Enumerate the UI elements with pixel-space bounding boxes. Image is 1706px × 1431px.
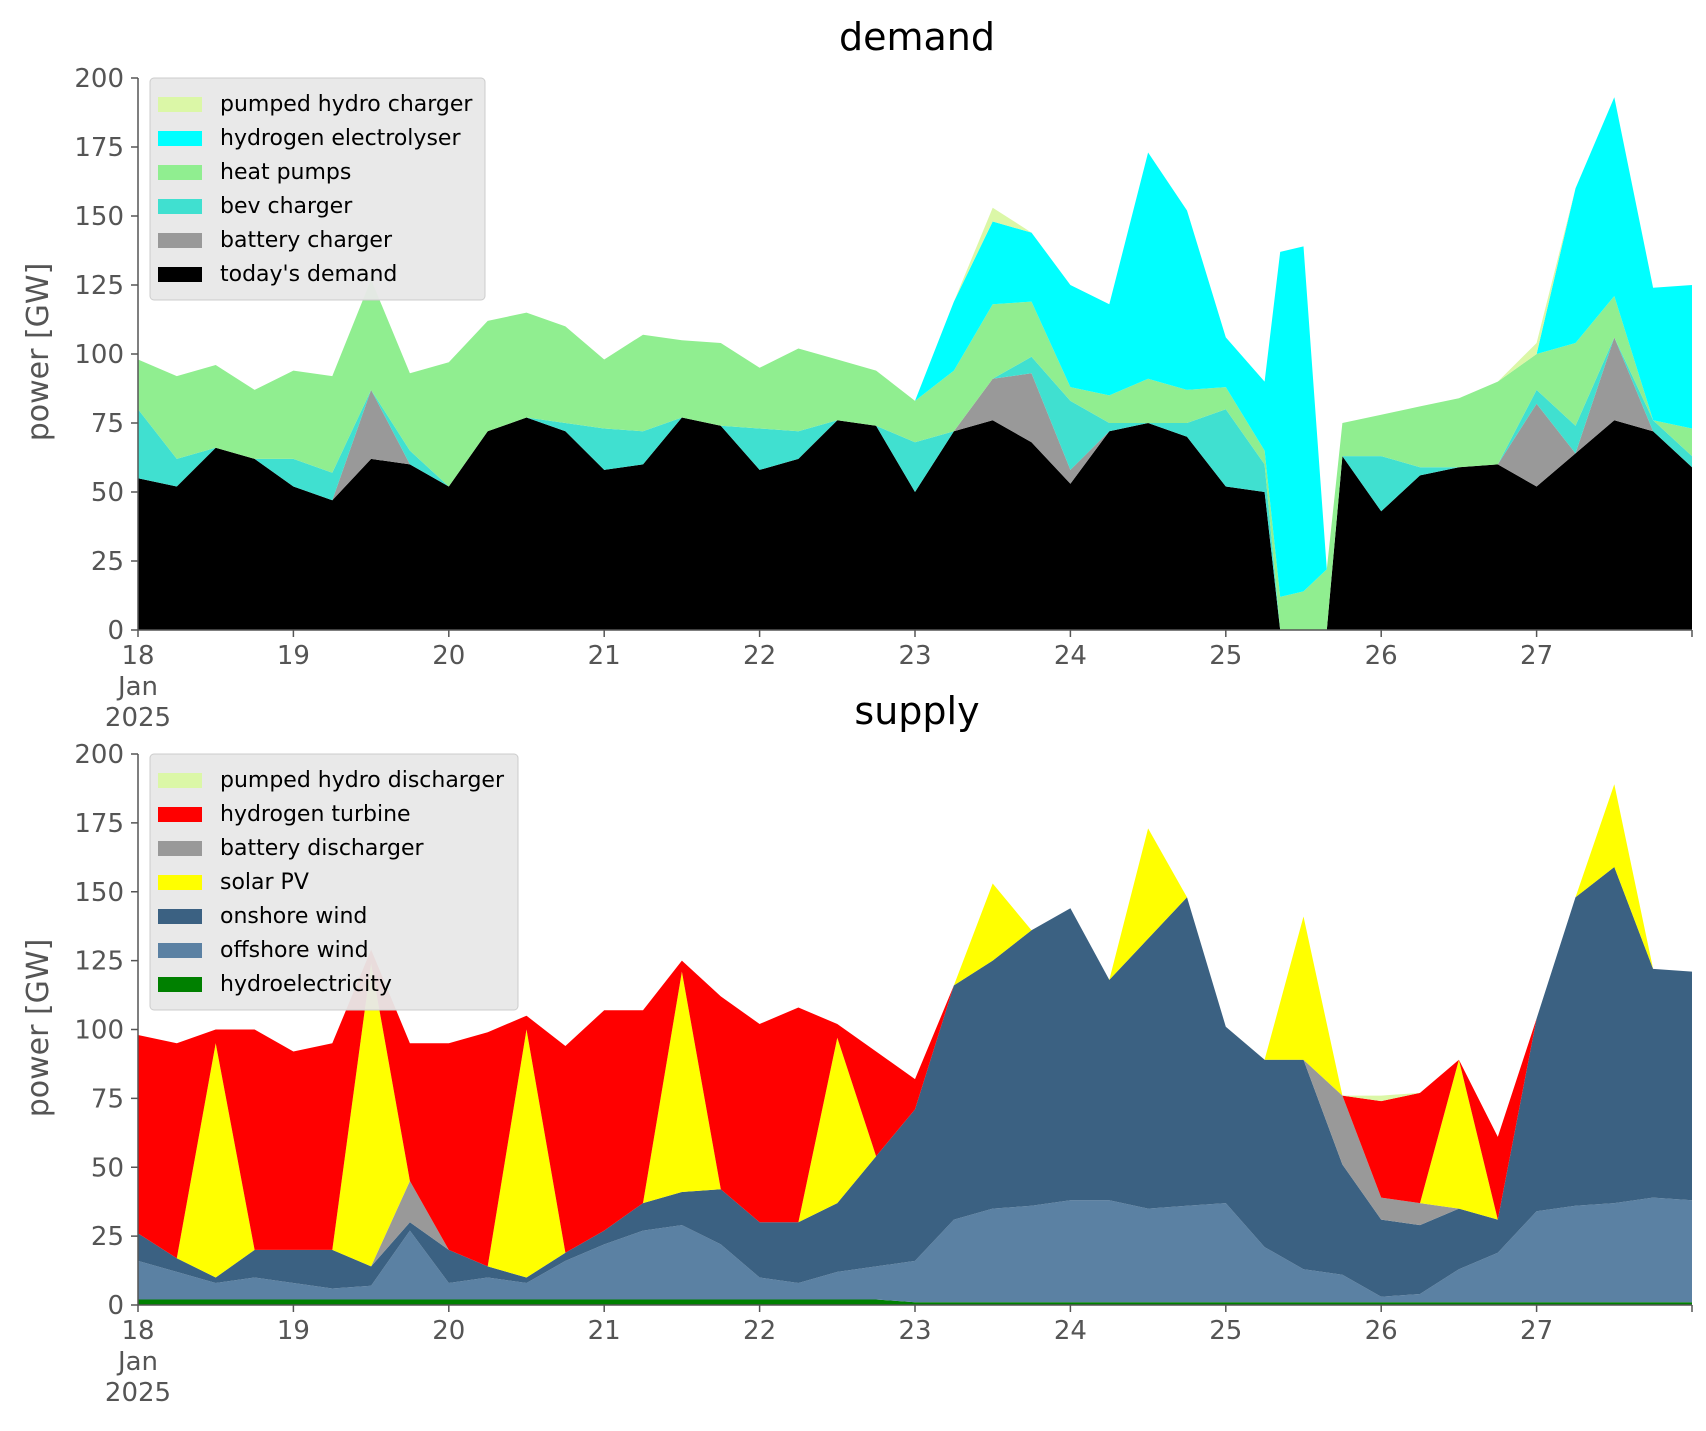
y-tick-label: 175 bbox=[74, 809, 124, 839]
x-tick-label: 24 bbox=[1054, 641, 1087, 671]
legend-swatch bbox=[158, 267, 202, 282]
legend-label: hydrogen electrolyser bbox=[220, 126, 461, 151]
y-tick-label: 100 bbox=[74, 1016, 124, 1046]
legend-swatch bbox=[158, 199, 202, 214]
x-tick-label: 21 bbox=[588, 1316, 621, 1346]
legend-swatch bbox=[158, 97, 202, 112]
legend-swatch bbox=[158, 165, 202, 180]
area-solar-pv bbox=[138, 784, 1692, 1278]
x-tick-label: 19 bbox=[277, 1316, 310, 1346]
y-tick-label: 75 bbox=[91, 409, 124, 439]
x-tick-label: 24 bbox=[1054, 1316, 1087, 1346]
legend-label: battery discharger bbox=[220, 836, 425, 861]
legend-swatch bbox=[158, 841, 202, 856]
area-today-s-demand bbox=[138, 417, 1692, 630]
x-tick-label: 23 bbox=[898, 641, 931, 671]
legend: pumped hydro charger hydrogen electrolyse… bbox=[149, 77, 486, 301]
y-tick-label: 50 bbox=[91, 1153, 124, 1183]
legend-label: hydrogen turbine bbox=[220, 802, 411, 827]
x-tick-label: Jan bbox=[116, 1347, 158, 1377]
y-axis-label: power [GW] bbox=[21, 263, 56, 442]
legend-swatch bbox=[158, 233, 202, 248]
y-tick-label: 125 bbox=[74, 271, 124, 301]
chart-title: supply bbox=[854, 689, 979, 733]
x-tick-label: 18 bbox=[121, 641, 154, 671]
x-tick-label: 20 bbox=[432, 1316, 465, 1346]
legend-box bbox=[149, 77, 486, 301]
x-tick-label: 26 bbox=[1365, 1316, 1398, 1346]
y-tick-label: 25 bbox=[91, 547, 124, 577]
x-tick-label: 21 bbox=[588, 641, 621, 671]
x-tick-label: Jan bbox=[116, 672, 158, 702]
y-tick-label: 200 bbox=[74, 740, 124, 770]
legend-label: hydroelectricity bbox=[220, 972, 392, 997]
legend: pumped hydro discharger hydrogen turbine b… bbox=[149, 753, 519, 1011]
x-tick-label: 20 bbox=[432, 641, 465, 671]
legend-label: battery charger bbox=[220, 228, 393, 253]
legend-label: offshore wind bbox=[220, 938, 369, 963]
x-tick-label: 27 bbox=[1520, 1316, 1553, 1346]
legend-label: heat pumps bbox=[220, 160, 351, 185]
y-tick-label: 175 bbox=[74, 133, 124, 163]
y-tick-label: 50 bbox=[91, 478, 124, 508]
legend-label: pumped hydro charger bbox=[220, 92, 473, 117]
legend-box bbox=[149, 753, 519, 1011]
x-tick-label: 22 bbox=[743, 1316, 776, 1346]
x-tick-label: 27 bbox=[1520, 641, 1553, 671]
legend-label: today's demand bbox=[220, 262, 397, 287]
area-layers bbox=[138, 97, 1692, 630]
x-tick-label: 2025 bbox=[105, 1378, 171, 1408]
area-bev-charger bbox=[138, 337, 1692, 630]
area-heat-pumps bbox=[138, 279, 1692, 630]
legend-swatch bbox=[158, 909, 202, 924]
y-tick-label: 200 bbox=[74, 64, 124, 94]
demand-chart: demand power [GW] 0 25 50 75 100 125 150 175 200… bbox=[21, 15, 1693, 733]
legend-swatch bbox=[158, 807, 202, 822]
area-layers bbox=[138, 784, 1692, 1305]
legend-label: pumped hydro discharger bbox=[220, 768, 505, 793]
legend-swatch bbox=[158, 943, 202, 958]
x-tick-label: 25 bbox=[1209, 1316, 1242, 1346]
area-onshore-wind bbox=[138, 867, 1692, 1297]
area-offshore-wind bbox=[138, 1197, 1692, 1303]
area-hydroelectricity bbox=[138, 1299, 1692, 1305]
y-tick-label: 125 bbox=[74, 947, 124, 977]
x-tick-label: 25 bbox=[1209, 641, 1242, 671]
x-tick-label: 2025 bbox=[105, 703, 171, 733]
y-tick-label: 25 bbox=[91, 1222, 124, 1252]
legend-swatch bbox=[158, 875, 202, 890]
y-tick-label: 0 bbox=[107, 616, 124, 646]
x-tick-label: 26 bbox=[1365, 641, 1398, 671]
legend-label: bev charger bbox=[220, 194, 353, 219]
y-tick-label: 150 bbox=[74, 202, 124, 232]
y-tick-label: 0 bbox=[107, 1291, 124, 1321]
legend-label: onshore wind bbox=[220, 904, 367, 929]
area-hydrogen-turbine bbox=[138, 784, 1692, 1267]
chart-title: demand bbox=[839, 15, 995, 59]
y-tick-label: 75 bbox=[91, 1084, 124, 1114]
legend-swatch bbox=[158, 977, 202, 992]
x-tick-label: 19 bbox=[277, 641, 310, 671]
y-axis-label: power [GW] bbox=[21, 939, 56, 1118]
legend-label: solar PV bbox=[220, 870, 309, 895]
x-tick-label: 23 bbox=[898, 1316, 931, 1346]
area-hydrogen-electrolyser bbox=[138, 97, 1692, 597]
supply-chart: supply power [GW] 0 25 50 75 100 125 150 175 200… bbox=[21, 689, 1693, 1408]
y-tick-label: 100 bbox=[74, 340, 124, 370]
x-tick-label: 18 bbox=[121, 1316, 154, 1346]
legend-swatch bbox=[158, 131, 202, 146]
x-tick-label: 22 bbox=[743, 641, 776, 671]
legend-swatch bbox=[158, 773, 202, 788]
y-tick-label: 150 bbox=[74, 878, 124, 908]
